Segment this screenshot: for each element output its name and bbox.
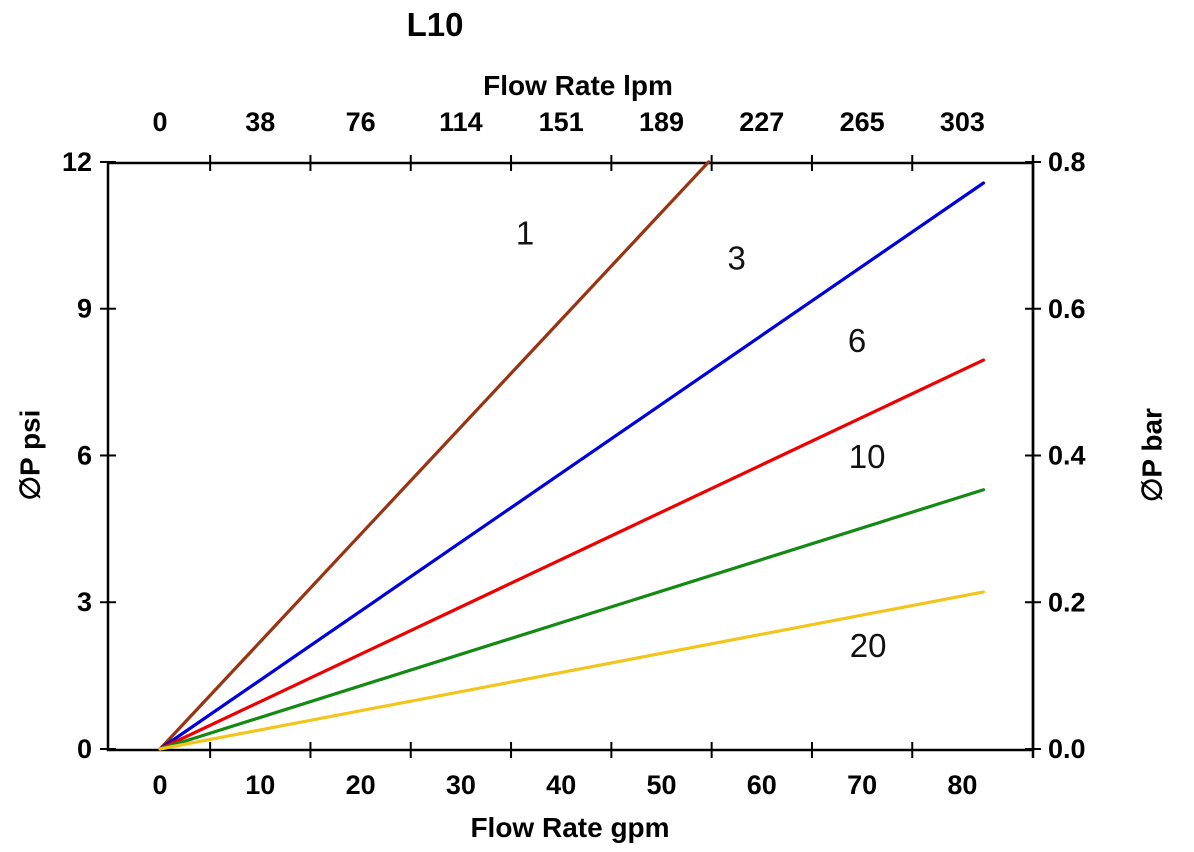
series-label-10: 10 [849, 438, 886, 475]
series-label-20: 20 [850, 627, 887, 664]
top-tick-label: 38 [245, 107, 275, 137]
series-label-1: 1 [516, 214, 534, 251]
right-tick-label: 0.2 [1048, 587, 1086, 617]
top-tick-label: 303 [940, 107, 985, 137]
chart-title: L10 [406, 6, 464, 43]
right-tick-label: 0.4 [1048, 441, 1086, 471]
left-tick-label: 0 [77, 734, 92, 764]
bottom-tick-label: 70 [847, 770, 877, 800]
top-tick-label: 227 [739, 107, 784, 137]
series-label-3: 3 [728, 239, 746, 276]
top-tick-label: 151 [539, 107, 584, 137]
series-label-6: 6 [848, 322, 866, 359]
right-tick-label: 0.8 [1048, 147, 1086, 177]
top-tick-label: 0 [152, 107, 167, 137]
series-line-6 [158, 358, 986, 751]
right-tick-label: 0.0 [1048, 734, 1086, 764]
series-line-10 [158, 488, 986, 751]
bottom-tick-label: 10 [245, 770, 275, 800]
bottom-tick-label: 40 [546, 770, 576, 800]
right-axis-label: ∅P bar [1136, 408, 1168, 502]
plot-frame [106, 161, 1035, 752]
series-line-20 [158, 590, 986, 751]
series-line-1 [158, 160, 711, 751]
left-tick-label: 6 [77, 440, 92, 470]
bottom-tick-label: 20 [346, 770, 376, 800]
left-tick-label: 9 [77, 294, 92, 324]
bottom-axis-label: Flow Rate gpm [470, 812, 670, 843]
bottom-tick-label: 30 [446, 770, 476, 800]
bottom-tick-label: 80 [947, 770, 977, 800]
bottom-tick-label: 0 [152, 770, 167, 800]
top-tick-label: 265 [840, 107, 885, 137]
right-tick-label: 0.6 [1048, 294, 1086, 324]
left-tick-label: 3 [77, 587, 92, 617]
bottom-tick-label: 60 [747, 770, 777, 800]
bottom-tick-label: 50 [646, 770, 676, 800]
left-tick-label: 12 [62, 147, 92, 177]
top-tick-label: 76 [346, 107, 376, 137]
top-tick-label: 114 [439, 107, 483, 137]
left-axis-label: ∅P psi [14, 409, 46, 501]
top-axis-label: Flow Rate lpm [483, 70, 673, 101]
series-line-3 [158, 181, 986, 751]
top-tick-label: 189 [639, 107, 684, 137]
